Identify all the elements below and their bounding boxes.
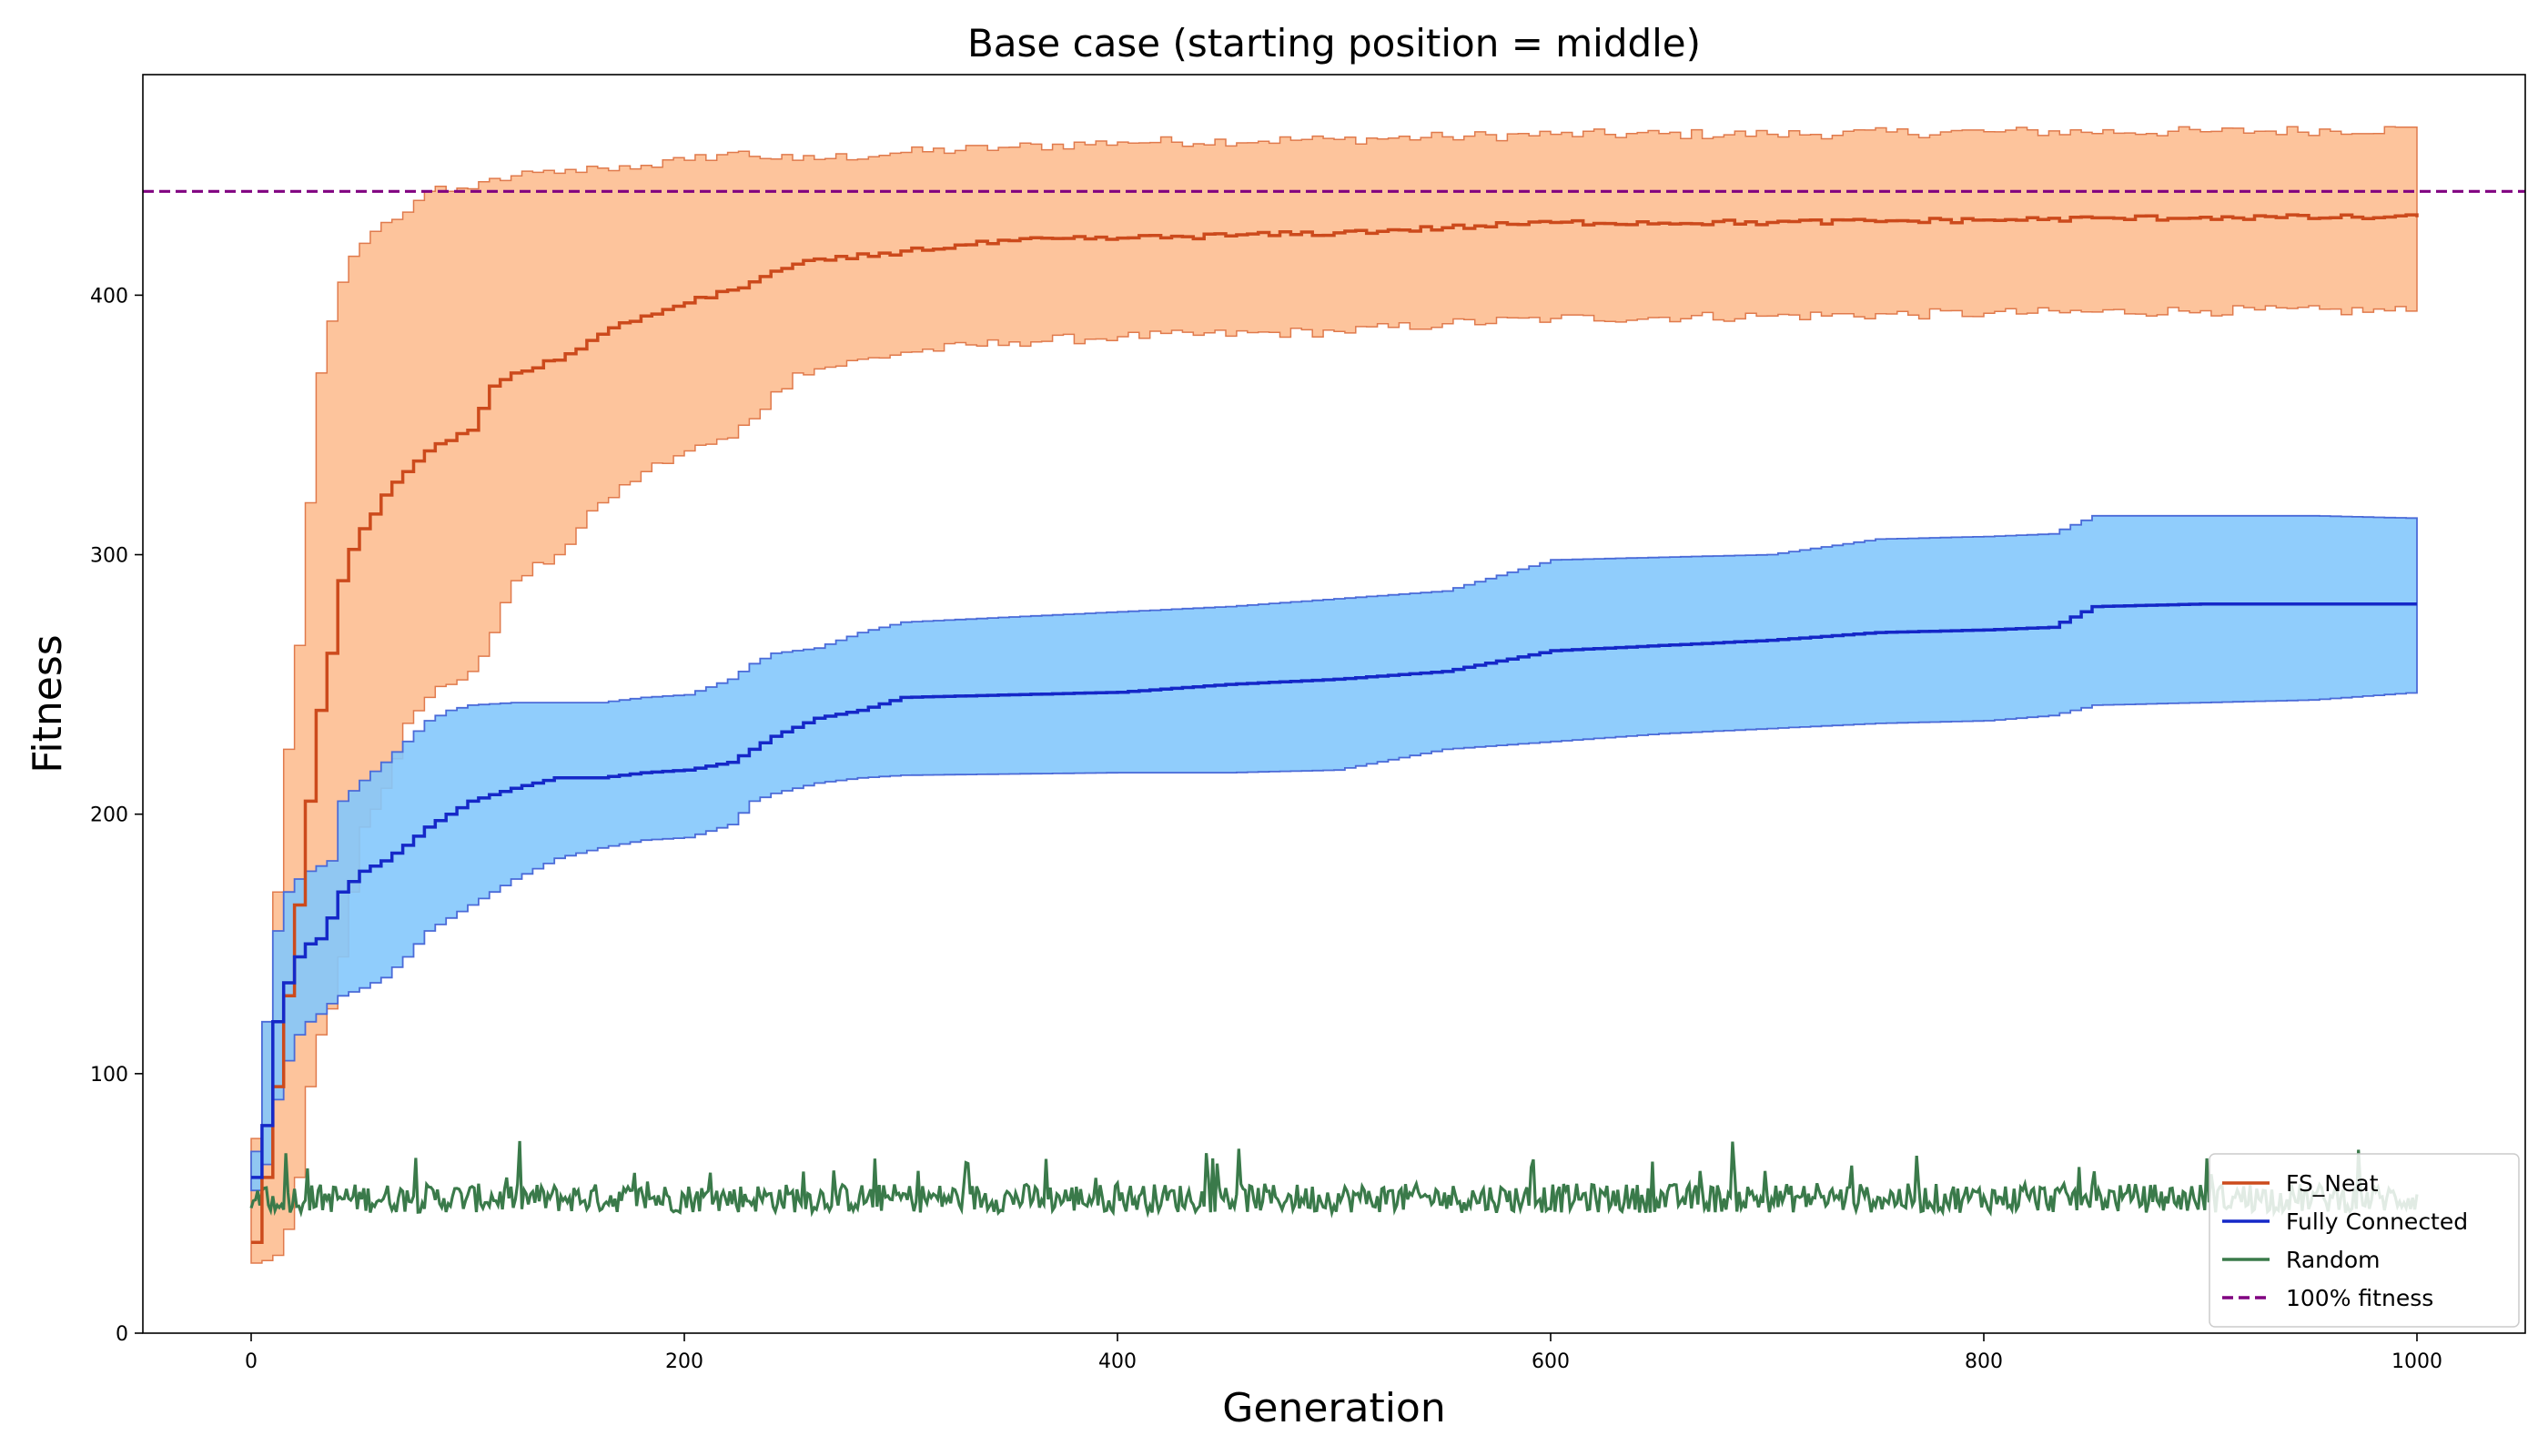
axes: 0 200 400 600 800 1000 0 100 200 300 400: [90, 74, 2526, 1373]
legend-label-random: Random: [2286, 1247, 2381, 1273]
legend-label-fully-connected: Fully Connected: [2286, 1208, 2468, 1235]
y-axis-label: Fitness: [25, 634, 71, 773]
y-tick-label: 400: [90, 285, 128, 308]
x-tick-label: 600: [1532, 1350, 1570, 1373]
x-tick-label: 400: [1098, 1350, 1137, 1373]
legend: FS_Neat Fully Connected Random 100% fitness: [2209, 1153, 2520, 1328]
legend-label-fs-neat: FS_Neat: [2286, 1170, 2379, 1197]
x-axis-label: Generation: [1222, 1385, 1445, 1431]
y-tick-label: 300: [90, 545, 128, 568]
legend-box: [2209, 1153, 2520, 1328]
x-tick-label: 0: [245, 1350, 258, 1373]
legend-label-100-fitness: 100% fitness: [2286, 1285, 2433, 1311]
y-tick-label: 200: [90, 804, 128, 827]
x-tick-label: 1000: [2391, 1350, 2442, 1373]
plot-frame: [142, 74, 2526, 1334]
series-fs-neat-line: [251, 213, 2419, 1244]
y-tick-label: 100: [90, 1064, 128, 1087]
chart-title: Base case (starting position = middle): [967, 21, 1701, 66]
x-tick-label: 800: [1965, 1350, 2003, 1373]
plot-area: [143, 126, 2525, 1264]
fully-connected-band: [250, 514, 2418, 1192]
series-random-line: [249, 1140, 2419, 1218]
fs-neat-band: [250, 126, 2418, 1264]
y-tick-label: 0: [116, 1323, 128, 1346]
series-fully-connected-line: [251, 602, 2417, 1179]
x-tick-label: 200: [665, 1350, 703, 1373]
